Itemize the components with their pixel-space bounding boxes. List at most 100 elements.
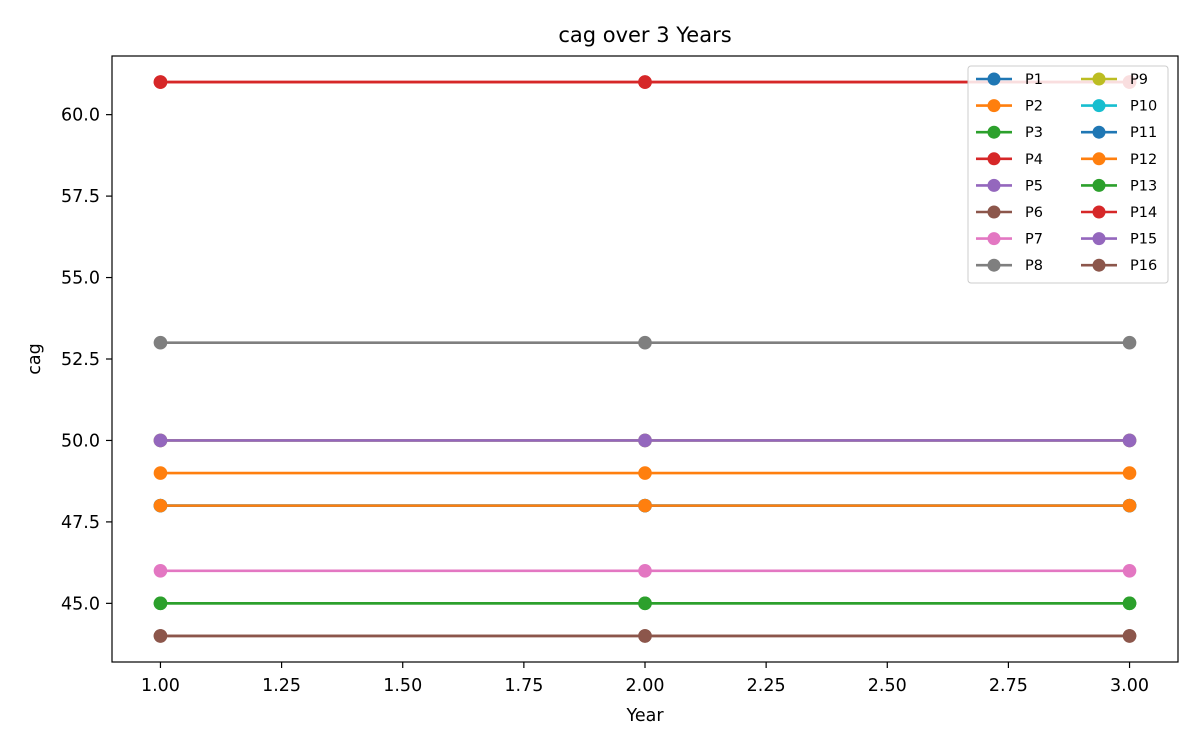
data-point bbox=[638, 466, 652, 480]
y-tick-label: 45.0 bbox=[61, 594, 100, 614]
data-point bbox=[638, 335, 652, 350]
y-tick-label: 47.5 bbox=[61, 513, 100, 533]
data-point bbox=[1122, 629, 1137, 643]
x-tick-label: 1.50 bbox=[383, 676, 422, 696]
legend-label: P16 bbox=[1130, 258, 1157, 274]
legend-label: P2 bbox=[1025, 99, 1043, 115]
legend-marker bbox=[1092, 99, 1106, 113]
data-point bbox=[153, 466, 168, 480]
legend-item: P15 bbox=[1081, 232, 1157, 248]
legend-item: P3 bbox=[976, 125, 1043, 141]
data-point bbox=[153, 596, 168, 611]
series-P7 bbox=[153, 563, 1137, 578]
y-axis: 45.0 47.5 50.0 52.5 55.0 57.5 60.0 bbox=[61, 106, 112, 614]
legend-marker bbox=[987, 72, 1001, 86]
legend-marker bbox=[1092, 205, 1106, 219]
legend-marker bbox=[987, 258, 1001, 272]
data-point bbox=[1122, 433, 1137, 448]
series-P8 bbox=[153, 335, 1137, 350]
legend-marker bbox=[1092, 125, 1106, 139]
x-axis: 1.00 1.25 1.50 1.75 2.00 2.25 2.50 2.75 3.00 bbox=[141, 662, 1149, 696]
data-point bbox=[638, 498, 652, 513]
y-tick-label: 52.5 bbox=[61, 350, 100, 370]
legend-marker bbox=[987, 125, 1001, 139]
legend-label: P8 bbox=[1025, 258, 1043, 274]
legend-item: P2 bbox=[976, 99, 1043, 115]
series-P16 bbox=[153, 629, 1137, 643]
series-P2 bbox=[153, 466, 1137, 480]
legend-marker bbox=[987, 152, 1001, 166]
data-point bbox=[638, 563, 652, 578]
x-tick-label: 2.00 bbox=[626, 676, 665, 696]
y-tick-label: 55.0 bbox=[61, 269, 100, 289]
legend-marker bbox=[987, 178, 1001, 192]
series-P12 bbox=[153, 498, 1137, 513]
legend-label: P11 bbox=[1130, 125, 1157, 141]
legend-item: P7 bbox=[976, 232, 1043, 248]
legend-marker bbox=[1092, 72, 1106, 86]
legend-item: P9 bbox=[1081, 72, 1148, 88]
legend-label: P14 bbox=[1130, 205, 1157, 221]
x-axis-title: Year bbox=[625, 706, 664, 726]
y-tick-label: 60.0 bbox=[61, 106, 100, 126]
series-P15 bbox=[153, 433, 1137, 448]
legend: P1 P2 P3 P4 P5 P6 P7 P8 P9 P10 P11 P12 P13 P14 P15 P16 bbox=[967, 65, 1169, 284]
data-point bbox=[1122, 498, 1137, 513]
legend-item: P4 bbox=[976, 152, 1043, 168]
legend-label: P3 bbox=[1025, 125, 1043, 141]
legend-item: P6 bbox=[976, 205, 1043, 221]
legend-label: P9 bbox=[1130, 72, 1148, 88]
legend-marker bbox=[987, 99, 1001, 113]
legend-item: P1 bbox=[976, 72, 1043, 88]
x-tick-label: 3.00 bbox=[1110, 676, 1149, 696]
legend-label: P4 bbox=[1025, 152, 1043, 168]
legend-box bbox=[967, 65, 1169, 284]
legend-item: P14 bbox=[1081, 205, 1157, 221]
legend-label: P10 bbox=[1130, 99, 1157, 115]
data-point bbox=[153, 563, 168, 578]
data-point bbox=[638, 75, 652, 89]
data-point bbox=[1122, 596, 1137, 611]
data-point bbox=[153, 335, 168, 350]
x-tick-label: 2.75 bbox=[989, 676, 1028, 696]
x-tick-label: 1.25 bbox=[262, 676, 301, 696]
x-tick-label: 1.75 bbox=[504, 676, 543, 696]
data-point bbox=[638, 596, 652, 611]
legend-marker bbox=[1092, 258, 1106, 272]
y-tick-label: 57.5 bbox=[61, 187, 100, 207]
legend-marker bbox=[987, 232, 1001, 246]
data-point bbox=[1122, 563, 1137, 578]
legend-label: P12 bbox=[1130, 152, 1157, 168]
x-tick-label: 2.25 bbox=[747, 676, 786, 696]
legend-label: P15 bbox=[1130, 232, 1157, 248]
legend-item: P12 bbox=[1081, 152, 1157, 168]
chart-title: cag over 3 Years bbox=[558, 23, 731, 47]
legend-label: P7 bbox=[1025, 232, 1043, 248]
legend-item: P13 bbox=[1081, 178, 1157, 194]
legend-item: P5 bbox=[976, 178, 1043, 194]
data-point bbox=[1122, 335, 1137, 350]
legend-marker bbox=[1092, 178, 1106, 192]
y-axis-title: cag bbox=[25, 343, 45, 374]
series-P13 bbox=[153, 596, 1137, 611]
legend-marker bbox=[1092, 152, 1106, 166]
data-point bbox=[638, 433, 652, 448]
legend-label: P5 bbox=[1025, 178, 1043, 194]
legend-label: P13 bbox=[1130, 178, 1157, 194]
data-point bbox=[638, 629, 652, 643]
y-tick-label: 50.0 bbox=[61, 431, 100, 451]
data-point bbox=[153, 498, 168, 513]
data-point bbox=[153, 75, 168, 89]
legend-item: P16 bbox=[1081, 258, 1157, 274]
legend-marker bbox=[1092, 232, 1106, 246]
x-tick-label: 1.00 bbox=[141, 676, 180, 696]
legend-item: P10 bbox=[1081, 99, 1157, 115]
data-point bbox=[153, 433, 168, 448]
x-tick-label: 2.50 bbox=[868, 676, 907, 696]
legend-marker bbox=[987, 205, 1001, 219]
data-point bbox=[1122, 466, 1137, 480]
legend-item: P8 bbox=[976, 258, 1043, 274]
data-point bbox=[153, 629, 168, 643]
legend-label: P6 bbox=[1025, 205, 1043, 221]
